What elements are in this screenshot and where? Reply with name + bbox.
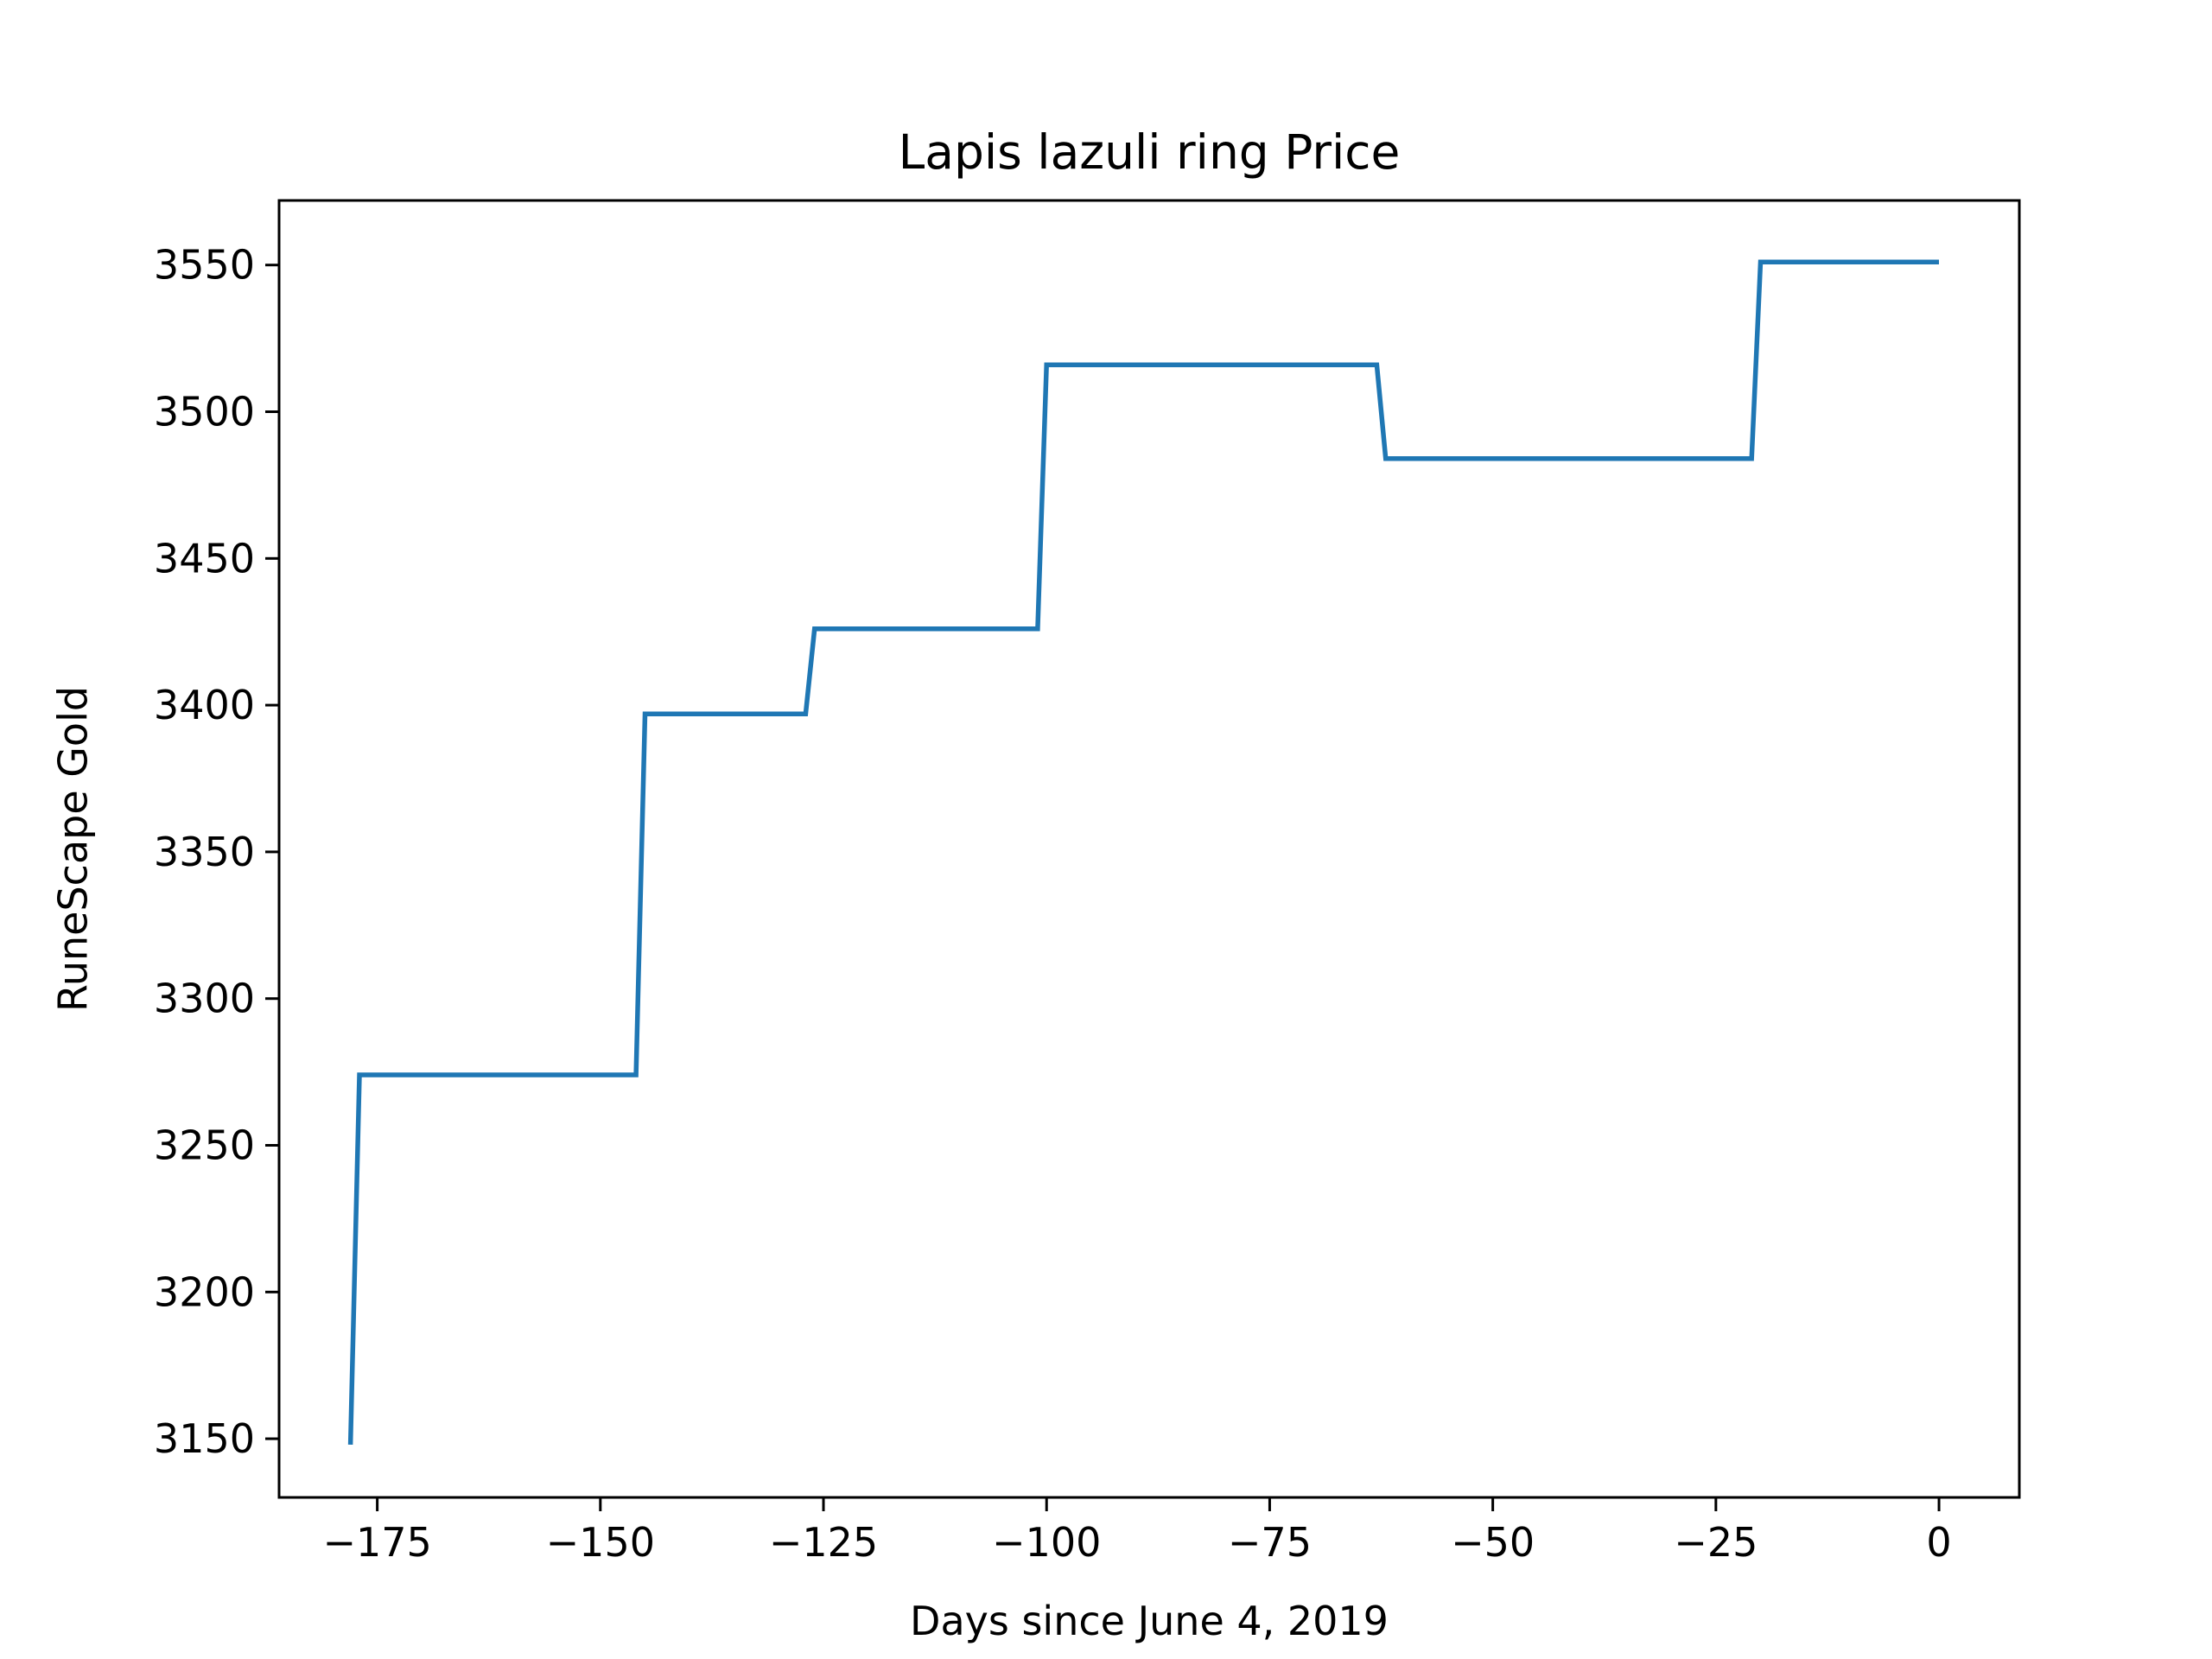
y-tick-label: 3250 — [154, 1122, 255, 1168]
x-axis: −175 −150 −125 −100 −75 −50 −25 0 — [322, 1497, 1952, 1566]
y-tick-label: 3350 — [154, 829, 255, 875]
y-tick-label: 3550 — [154, 242, 255, 289]
chart-title: Lapis lazuli ring Price — [899, 124, 1401, 180]
x-tick-label: −50 — [1451, 1519, 1535, 1566]
y-tick-label: 3450 — [154, 535, 255, 582]
plot-area — [277, 199, 2021, 1499]
y-tick-label: 3400 — [154, 682, 255, 728]
series-line — [347, 259, 1939, 1445]
x-tick-label: −150 — [546, 1519, 655, 1566]
y-axis-label: RuneScape Gold — [50, 686, 97, 1012]
y-tick-label: 3300 — [154, 976, 255, 1022]
y-tick-label: 3150 — [154, 1415, 255, 1462]
x-axis-label: Days since June 4, 2019 — [910, 1598, 1389, 1644]
y-tick-label: 3500 — [154, 389, 255, 435]
y-tick-label: 3200 — [154, 1268, 255, 1315]
x-tick-label: 0 — [1926, 1519, 1951, 1566]
y-axis: 3150 3200 3250 3300 3350 3400 3450 3500 3550 — [154, 242, 279, 1462]
x-tick-label: −75 — [1228, 1519, 1312, 1566]
x-tick-label: −25 — [1674, 1519, 1758, 1566]
x-tick-label: −125 — [769, 1519, 878, 1566]
x-tick-label: −175 — [322, 1519, 431, 1566]
x-tick-label: −100 — [992, 1519, 1101, 1566]
axes-frame — [277, 199, 2021, 1499]
